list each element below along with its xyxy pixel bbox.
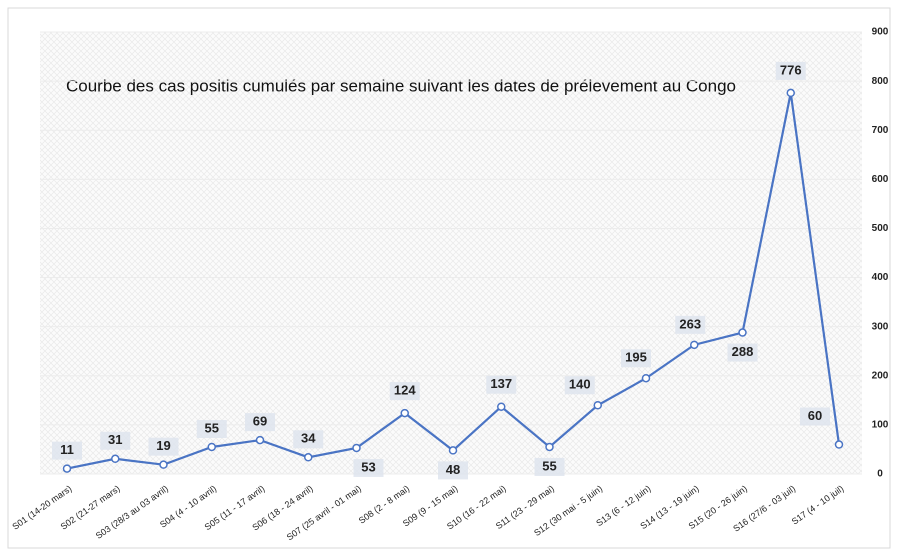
data-label: 34 <box>301 431 316 446</box>
data-label: 288 <box>732 344 754 359</box>
plot-area <box>40 32 862 474</box>
data-label: 137 <box>490 376 512 391</box>
point <box>786 88 795 98</box>
data-label-bg <box>389 382 420 401</box>
data-label-bg <box>675 315 706 334</box>
data-label: 776 <box>780 62 802 77</box>
y-tick-label: 0 <box>877 469 883 480</box>
point <box>593 400 602 410</box>
point <box>497 402 506 411</box>
data-label: 53 <box>361 459 375 474</box>
data-label: 140 <box>569 377 591 392</box>
data-label-bg <box>293 430 324 449</box>
data-label: 69 <box>253 414 267 429</box>
point <box>62 464 72 473</box>
data-label-bg <box>148 437 179 456</box>
data-label-bg <box>438 461 468 480</box>
point <box>304 453 313 462</box>
data-label-bg <box>52 441 82 460</box>
data-label: 124 <box>394 383 416 398</box>
data-label-bg <box>245 413 275 432</box>
point <box>738 328 747 337</box>
point <box>352 443 361 453</box>
point <box>255 435 265 445</box>
data-label: 55 <box>542 458 556 473</box>
data-label: 48 <box>446 462 460 477</box>
point <box>400 408 409 418</box>
y-tick-label: 200 <box>872 370 889 381</box>
data-label: 31 <box>108 432 122 447</box>
data-label: 19 <box>156 438 170 453</box>
data-label-bg <box>486 375 517 394</box>
y-tick-label: 900 <box>872 27 889 38</box>
data-label: 263 <box>679 316 701 331</box>
y-tick-label: 100 <box>872 420 889 431</box>
data-label-bg <box>353 458 384 477</box>
data-label: 55 <box>205 420 219 435</box>
chart-title: Courbe des cas positis cumulés par semai… <box>66 76 736 95</box>
point <box>545 442 554 452</box>
data-label-bg <box>100 431 131 450</box>
y-tick-label: 500 <box>872 223 889 234</box>
point <box>111 454 120 464</box>
data-label-bg <box>621 349 651 368</box>
point <box>207 442 216 452</box>
data-label-bg <box>775 61 806 80</box>
data-label-bg <box>800 407 830 426</box>
data-label-bg <box>564 376 595 395</box>
data-label: 11 <box>60 442 74 457</box>
data-label-bg <box>196 419 227 438</box>
data-label: 195 <box>625 350 647 365</box>
point <box>834 440 844 449</box>
point <box>690 340 699 350</box>
point <box>159 460 168 469</box>
data-label-bg <box>727 343 758 362</box>
point <box>641 373 651 383</box>
y-tick-label: 400 <box>872 272 889 283</box>
data-label: 60 <box>808 408 822 423</box>
y-tick-label: 700 <box>872 125 889 136</box>
point <box>448 446 458 455</box>
y-tick-label: 800 <box>872 76 889 87</box>
y-tick-label: 600 <box>872 174 889 185</box>
y-tick-label: 300 <box>872 321 889 332</box>
data-label-bg <box>534 457 565 476</box>
